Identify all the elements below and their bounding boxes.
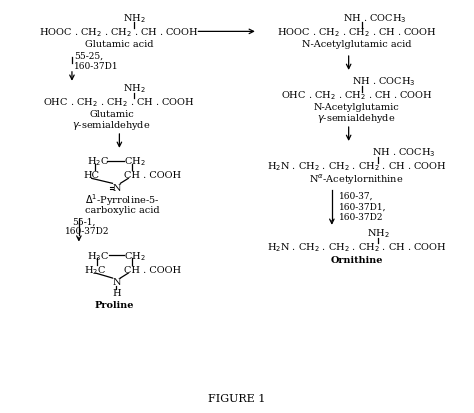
Text: CH . COOH: CH . COOH [124, 265, 182, 274]
Text: HOOC . CH$_2$ . CH$_2$ . CH . COOH: HOOC . CH$_2$ . CH$_2$ . CH . COOH [276, 26, 437, 39]
Text: 55-25,: 55-25, [74, 52, 103, 60]
Text: $\Delta^1$-Pyrroline-5-: $\Delta^1$-Pyrroline-5- [85, 192, 159, 207]
Text: N-Acetylglutamic acid: N-Acetylglutamic acid [302, 40, 411, 49]
Text: N: N [112, 183, 121, 192]
Text: NH . COCH$_3$: NH . COCH$_3$ [372, 146, 436, 159]
Text: H$_3$C: H$_3$C [87, 249, 109, 262]
Text: 160-37D2: 160-37D2 [65, 227, 109, 235]
Text: Glutamic acid: Glutamic acid [85, 40, 154, 49]
Text: 160-37D1,: 160-37D1, [339, 202, 386, 211]
Text: Glutamic: Glutamic [89, 109, 134, 119]
Text: H$_2$N . CH$_2$ . CH$_2$ . CH$_2$ . CH . COOH: H$_2$N . CH$_2$ . CH$_2$ . CH$_2$ . CH .… [267, 160, 447, 173]
Text: CH$_2$: CH$_2$ [124, 249, 146, 262]
Text: CH$_2$: CH$_2$ [124, 155, 146, 168]
Text: $\gamma$-semialdehyde: $\gamma$-semialdehyde [72, 119, 151, 131]
Text: Proline: Proline [95, 300, 134, 309]
Text: $\gamma$-semialdehyde: $\gamma$-semialdehyde [317, 112, 396, 124]
Text: FIGURE 1: FIGURE 1 [208, 394, 265, 404]
Text: OHC . CH$_2$ . CH$_2$ . CH . COOH: OHC . CH$_2$ . CH$_2$ . CH . COOH [281, 89, 433, 102]
Text: NH$_2$: NH$_2$ [123, 82, 146, 95]
Text: H$_2$C: H$_2$C [84, 263, 106, 276]
Text: CH . COOH: CH . COOH [124, 171, 182, 180]
Text: OHC . CH$_2$ . CH$_2$ . CH . COOH: OHC . CH$_2$ . CH$_2$ . CH . COOH [44, 96, 195, 109]
Text: NH . COCH$_3$: NH . COCH$_3$ [353, 75, 416, 88]
Text: Ornithine: Ornithine [330, 255, 383, 264]
Text: NH$_2$: NH$_2$ [123, 12, 146, 25]
Text: 160-37D2: 160-37D2 [339, 213, 383, 222]
Text: H$_2$C: H$_2$C [87, 155, 109, 168]
Text: NH . COCH$_3$: NH . COCH$_3$ [343, 12, 406, 25]
Text: H$_2$N . CH$_2$ . CH$_2$ . CH$_2$ . CH . COOH: H$_2$N . CH$_2$ . CH$_2$ . CH$_2$ . CH .… [267, 240, 447, 253]
Text: 160-37,: 160-37, [339, 191, 373, 200]
Text: N$^\alpha$-Acetylornithine: N$^\alpha$-Acetylornithine [310, 172, 404, 186]
Text: N: N [112, 278, 121, 287]
Text: NH$_2$: NH$_2$ [367, 227, 390, 240]
Text: N-Acetylglutamic: N-Acetylglutamic [314, 102, 400, 112]
Text: HOOC . CH$_2$ . CH$_2$ . CH . COOH: HOOC . CH$_2$ . CH$_2$ . CH . COOH [39, 26, 200, 39]
Text: HC: HC [84, 171, 100, 180]
Text: 55-1,: 55-1, [72, 217, 95, 226]
Text: H: H [112, 289, 121, 298]
Text: 160-37D1: 160-37D1 [74, 62, 118, 71]
Text: carboxylic acid: carboxylic acid [85, 206, 159, 215]
